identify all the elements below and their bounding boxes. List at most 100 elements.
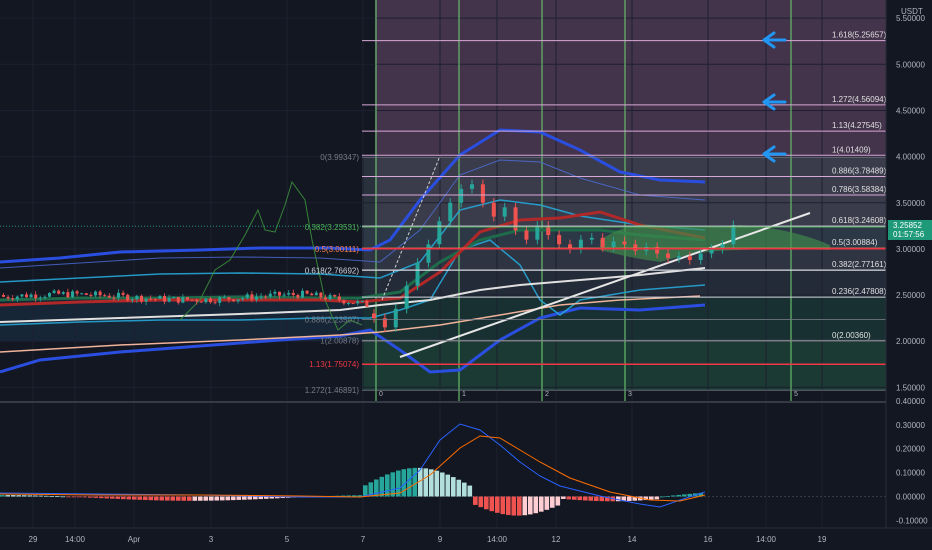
time-tick: 5 — [285, 535, 290, 544]
fib-retracement-label: 0.382(3.23531) — [305, 223, 360, 232]
macd-histogram-bar — [517, 496, 522, 516]
macd-histogram-bar — [616, 496, 621, 502]
arrows — [762, 31, 787, 163]
macd-histogram-bar — [660, 496, 665, 498]
macd-histogram-bar — [566, 496, 572, 500]
macd-histogram-bar — [198, 496, 203, 501]
macd-histogram-bar — [500, 496, 506, 515]
macd-histogram-bar — [231, 496, 236, 501]
candle-body — [687, 256, 692, 260]
macd-histogram-bar — [418, 467, 423, 497]
candle-body — [589, 237, 594, 240]
candle-body — [199, 301, 203, 303]
macd-histogram-bar — [621, 496, 627, 502]
macd-histogram-bar — [154, 496, 159, 501]
candle-body — [459, 188, 464, 203]
candle-body — [126, 294, 130, 301]
candle-body — [676, 256, 681, 259]
candle-body — [71, 291, 74, 298]
macd-histogram-bar — [385, 474, 390, 497]
macd-histogram-bar — [544, 496, 550, 510]
candle-body — [25, 294, 28, 298]
candle-body — [29, 294, 33, 298]
candle-body — [176, 296, 180, 303]
candle-body — [222, 297, 226, 299]
candle-body — [319, 292, 323, 298]
last-price-value: 3.25852 — [893, 221, 922, 230]
macd-histogram-bar — [390, 472, 396, 497]
macd-histogram-bar — [665, 495, 671, 497]
fib-extension-label: 0(2.00360) — [832, 331, 871, 340]
macd-histogram-bar — [577, 496, 583, 501]
macd-histogram-bar — [698, 492, 704, 497]
price-tick: 4.00000 — [896, 153, 925, 162]
price-axis[interactable]: USDT 5.50000 5.00000 4.50000 4.00000 3.50000… — [885, 0, 932, 550]
candle-body — [158, 295, 162, 299]
candle-body — [310, 293, 314, 296]
candle-body — [655, 247, 660, 254]
fib-retracement-label: 1(2.00878) — [320, 336, 359, 345]
macd-tick: 0.10000 — [896, 469, 925, 478]
fib-retracement-label: 0.886(2.23507) — [305, 316, 360, 325]
candle-body — [98, 291, 102, 296]
fib-extension-label: 0.618(3.24608) — [832, 216, 887, 225]
fib-extension-label: 0.886(3.78489) — [832, 166, 887, 175]
fib-extension-label: 0.786(3.58384) — [832, 185, 887, 194]
macd-histogram-bar — [473, 496, 478, 505]
candle-body — [365, 300, 369, 307]
candle-body — [218, 297, 222, 303]
macd-histogram-bar — [528, 496, 533, 515]
zone-500-382 — [362, 248, 886, 270]
macd-histogram-bar — [572, 496, 577, 500]
time-tick: 14:00 — [756, 535, 777, 544]
time-tick: 29 — [29, 535, 38, 544]
arrow-icon — [762, 31, 787, 49]
fib-retracement-label: 0(3.99347) — [320, 153, 359, 162]
macd-tick: 0.30000 — [896, 421, 925, 430]
candle-body — [130, 299, 134, 301]
macd-histogram-bar — [71, 496, 77, 498]
candle-body — [48, 293, 51, 297]
fib-retracement-label: 1.272(1.46891) — [305, 386, 360, 395]
time-zone-label: 3 — [628, 391, 632, 398]
candle-body — [337, 296, 341, 301]
candle-body — [84, 293, 88, 295]
ema-red — [0, 210, 706, 307]
arrow-icon — [762, 93, 787, 111]
currency-label: USDT — [901, 7, 923, 16]
macd-histogram-bar — [357, 495, 363, 497]
macd-histogram-bar — [396, 470, 401, 497]
candle-body — [57, 290, 61, 294]
macd-histogram-bar — [264, 496, 269, 499]
keltner-upper — [0, 159, 706, 269]
price-tick: 3.00000 — [896, 245, 925, 254]
candle-body — [287, 292, 291, 295]
macd-histogram-bar — [467, 485, 473, 497]
candle-body — [535, 225, 540, 240]
macd-histogram-bar — [605, 496, 610, 502]
macd-histogram-bar — [121, 496, 126, 500]
macd-histogram-bar — [209, 496, 214, 501]
candle-body — [291, 292, 295, 295]
candle-body — [557, 235, 562, 245]
macd-histogram-bar — [126, 496, 132, 500]
time-tick: Apr — [128, 535, 141, 544]
macd-histogram-bar — [165, 496, 170, 501]
candle-body — [301, 290, 304, 298]
time-axis[interactable]: 29 14:00 Apr 3 5 7 9 14:00 12 14 16 14:00 19 — [0, 527, 932, 544]
time-tick: 14:00 — [65, 535, 86, 544]
candle-body — [372, 313, 376, 319]
price-tick: 1.50000 — [896, 383, 925, 392]
candle-body — [314, 292, 318, 296]
macd-histogram-bar — [225, 496, 231, 501]
candle-body — [209, 298, 212, 303]
candle-body — [470, 184, 475, 189]
candle-body — [15, 296, 19, 300]
time-tick: 14:00 — [487, 535, 508, 544]
macd-histogram-bar — [236, 496, 242, 500]
time-zone-label: 2 — [545, 391, 549, 398]
macd-axis[interactable]: 0.40000 0.30000 0.20000 0.10000 0.00000 -0.10… — [896, 397, 928, 526]
macd-histogram-bar — [550, 496, 555, 508]
macd-histogram-bar — [44, 495, 49, 497]
